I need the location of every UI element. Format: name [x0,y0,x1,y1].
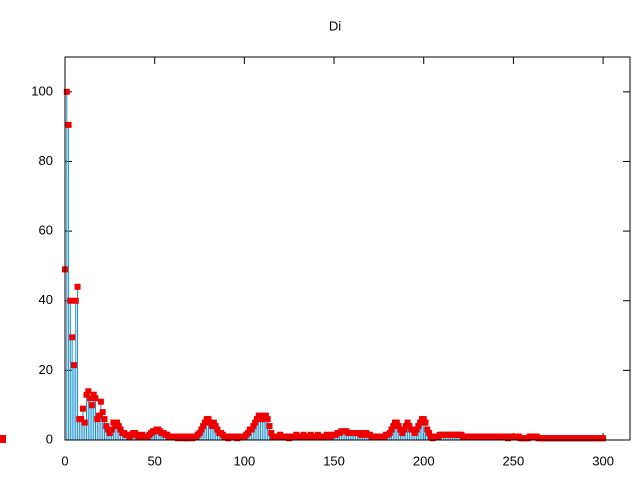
point [108,426,115,433]
y-tick-label: 100 [31,83,53,98]
point [99,409,106,416]
point [198,426,205,433]
point [417,419,424,426]
point [424,426,431,433]
point [0,437,6,443]
point [103,423,110,430]
point [390,423,397,430]
point [65,121,72,128]
plot-frame [64,56,631,441]
point [388,426,395,433]
y-tick-label: 40 [39,292,53,307]
point [115,423,122,430]
point [399,430,406,437]
point [106,430,113,437]
point [248,426,255,433]
point [63,88,70,95]
point [69,334,76,341]
point [96,412,103,419]
point [196,430,203,437]
point [413,426,420,433]
point [117,426,124,433]
point [74,283,81,290]
point [426,430,433,437]
y-tick-label: 60 [39,223,53,238]
x-tick-label: 300 [592,453,614,468]
point [88,402,95,409]
point [101,416,108,423]
point [81,419,88,426]
x-tick-label: 250 [503,453,525,468]
x-tick-label: 150 [323,453,345,468]
x-tick-label: 200 [413,453,435,468]
point [250,423,257,430]
point [395,423,402,430]
y-tick-label: 80 [39,153,53,168]
point [200,423,207,430]
point [404,419,411,426]
point [268,430,275,437]
point [402,423,409,430]
point [85,388,92,395]
point [205,416,212,423]
chart-title: Di [329,18,341,33]
point [94,416,101,423]
point [264,416,271,423]
y-tick-label: 0 [46,431,53,446]
x-tick-label: 50 [147,453,161,468]
point [415,423,422,430]
point [411,430,418,437]
point [409,426,416,433]
point [266,423,273,430]
point [210,419,217,426]
point [406,423,413,430]
point [114,419,121,426]
point [401,426,407,433]
point [386,430,393,437]
point [397,426,404,433]
point [393,419,400,426]
point [201,419,208,426]
point [79,405,86,412]
point [70,362,77,369]
point [422,419,429,426]
point [214,426,221,433]
point [252,419,259,426]
point [78,416,85,423]
point [244,430,251,437]
point [420,416,427,423]
point [207,419,214,426]
y-tick-label: 20 [39,362,53,377]
point [92,395,99,402]
point [261,416,268,423]
point [257,412,264,419]
point [262,412,269,419]
point [72,297,79,304]
point [209,423,216,430]
point [83,391,90,398]
point [212,423,219,430]
point [87,395,94,402]
point [90,391,97,398]
point [253,416,260,423]
point [105,426,112,433]
point [67,297,74,304]
point [112,423,119,430]
x-tick-label: 0 [61,453,68,468]
point [110,419,117,426]
point [97,398,104,405]
point [600,435,607,442]
x-tick-label: 100 [234,453,256,468]
